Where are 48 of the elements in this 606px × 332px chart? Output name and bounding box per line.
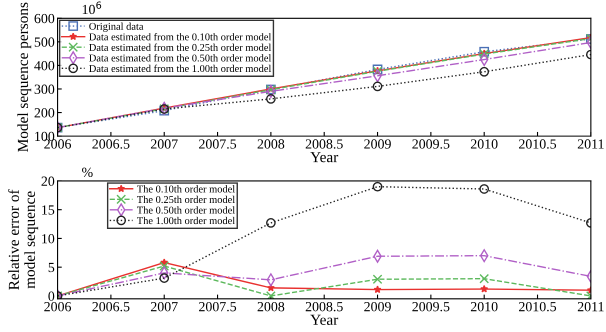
y-tick-label: 15 bbox=[42, 205, 54, 215]
y-tick-label: 5 bbox=[48, 262, 54, 272]
x-tick-label: 2006.5 bbox=[92, 139, 130, 149]
legend-label: Data estimated from the 1.00th order model bbox=[89, 64, 272, 72]
x-tick-label: 2010.5 bbox=[519, 302, 556, 312]
y-tick-label: 10 bbox=[42, 234, 54, 244]
legend-label: Data estimated from the 0.10th order model bbox=[89, 32, 272, 40]
x-tick-label: 2007 bbox=[150, 302, 178, 312]
y-axis-title: Relative error of model sequence bbox=[8, 189, 38, 290]
x-tick-label: 2007.5 bbox=[199, 139, 236, 149]
x-tick-label: 2011 bbox=[578, 302, 604, 312]
y-tick-label: 20 bbox=[42, 176, 54, 186]
x-tick-label: 2009.5 bbox=[412, 139, 450, 149]
x-tick-label: 2010 bbox=[470, 302, 498, 312]
legend-label: The 0.10th order model bbox=[137, 185, 235, 193]
y-axis-title: Model sequence persons bbox=[17, 2, 32, 152]
legend-label: Original data bbox=[89, 22, 144, 32]
y-tick-label: 300 bbox=[34, 84, 54, 94]
x-tick-label: 2007 bbox=[150, 139, 178, 149]
x-tick-label: 2008 bbox=[258, 139, 284, 149]
y-tick-label: 200 bbox=[34, 108, 54, 118]
y-tick-label: 0 bbox=[48, 292, 54, 301]
x-tick-label: 2008.5 bbox=[306, 139, 343, 149]
y-tick-label: 500 bbox=[34, 37, 54, 47]
x-tick-label: 2008.5 bbox=[306, 302, 343, 312]
x-axis-title: Year bbox=[310, 314, 338, 325]
y-tick-label: 600 bbox=[34, 14, 54, 24]
x-tick-label: 2009 bbox=[364, 139, 391, 149]
x-tick-label: 2006.5 bbox=[92, 302, 130, 312]
x-tick-label: 2009 bbox=[364, 302, 391, 312]
text: 10$^{6}$ bbox=[82, 1, 102, 14]
legend-label: The 0.25th order model bbox=[137, 196, 235, 204]
y-tick-label: 400 bbox=[34, 60, 54, 70]
x-tick-label: 2006 bbox=[44, 139, 72, 149]
x-tick-label: 2011 bbox=[578, 139, 604, 149]
x-axis-title: Year bbox=[310, 152, 338, 162]
y-tick-label: 100 bbox=[35, 132, 54, 142]
x-tick-label: 2010 bbox=[470, 139, 498, 149]
legend-label: Data estimated from the 0.25th order model bbox=[89, 44, 272, 51]
x-tick-label: 2007.5 bbox=[199, 302, 236, 312]
x-tick-label: 2008 bbox=[258, 302, 284, 312]
legend-label: Data estimated from the 0.50th order model bbox=[89, 54, 272, 62]
text: % bbox=[82, 168, 93, 177]
legend-label: The 1.00th order model bbox=[137, 216, 235, 224]
legend-label: The 0.50th order model bbox=[137, 206, 235, 214]
x-tick-label: 2009.5 bbox=[412, 302, 450, 312]
x-tick-label: 2006 bbox=[44, 302, 72, 312]
x-tick-label: 2010.5 bbox=[519, 139, 556, 149]
